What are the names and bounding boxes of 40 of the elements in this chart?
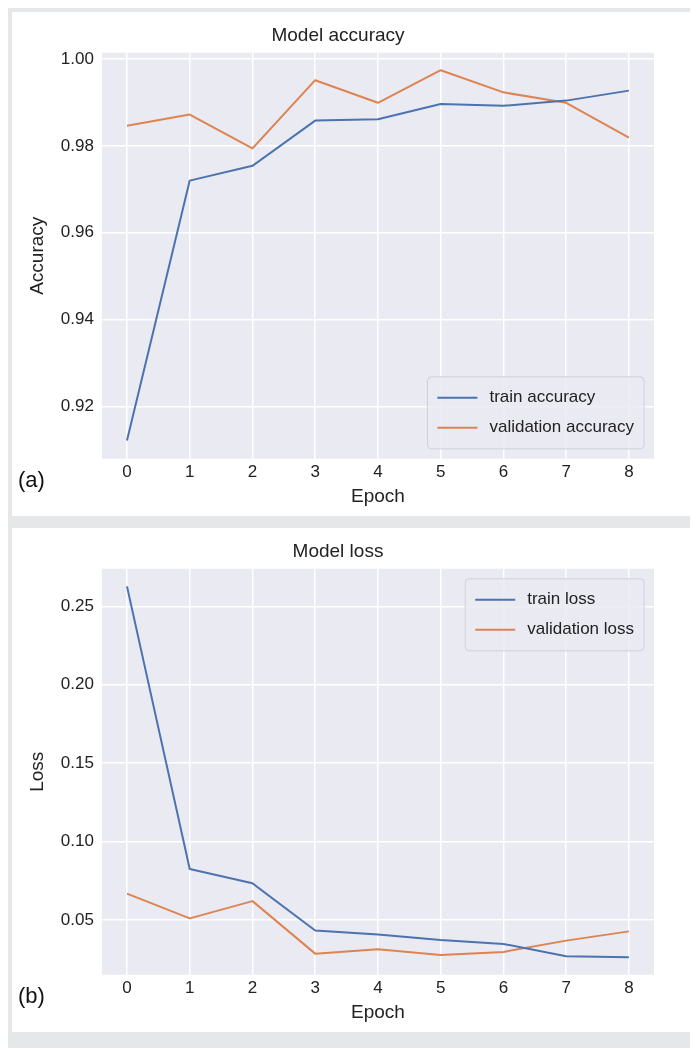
x-tick-label: 6 [498, 977, 509, 997]
legend-label: validation accuracy [489, 417, 635, 437]
legend-label: train accuracy [489, 387, 596, 407]
x-tick-label: 8 [624, 461, 634, 481]
x-tick-label: 6 [498, 461, 509, 481]
y-tick-label: 0.20 [60, 674, 94, 694]
x-axis-title: Epoch [351, 1000, 405, 1022]
legend-label: train loss [527, 589, 596, 609]
text: (b) [18, 982, 45, 1008]
y-axis-title: Accuracy [25, 216, 47, 295]
y-tick-label: 0.96 [60, 222, 94, 242]
y-tick-label: 0.92 [60, 396, 94, 416]
x-tick-label: 0 [122, 461, 132, 481]
x-tick-label: 4 [373, 977, 383, 997]
x-tick-label: 7 [561, 461, 571, 481]
x-axis-title: Epoch [351, 484, 405, 506]
x-tick-label: 5 [435, 461, 446, 481]
y-tick-label: 0.94 [60, 309, 94, 329]
legend-label: validation loss [527, 619, 634, 639]
x-tick-label: 2 [247, 461, 258, 481]
y-tick-label: 0.98 [60, 135, 94, 155]
x-tick-label: 4 [373, 461, 383, 481]
y-tick-label: 0.15 [60, 752, 94, 772]
x-tick-label: 3 [310, 461, 320, 481]
text: (a) [18, 466, 45, 492]
x-tick-label: 0 [122, 977, 132, 997]
x-tick-label: 3 [310, 977, 320, 997]
y-tick-label: 0.05 [60, 909, 94, 929]
x-tick-label: 1 [184, 977, 195, 997]
y-tick-label: 0.10 [60, 831, 94, 851]
x-tick-label: 7 [561, 977, 571, 997]
y-tick-label: 1.00 [60, 48, 94, 68]
x-tick-label: 1 [184, 461, 195, 481]
chart-title: Model loss [292, 539, 384, 561]
chart-title: Model accuracy [271, 23, 406, 45]
x-tick-label: 8 [624, 977, 634, 997]
y-tick-label: 0.25 [60, 596, 94, 616]
x-tick-label: 5 [435, 977, 446, 997]
y-axis-title: Loss [25, 751, 47, 792]
x-tick-label: 2 [247, 977, 258, 997]
